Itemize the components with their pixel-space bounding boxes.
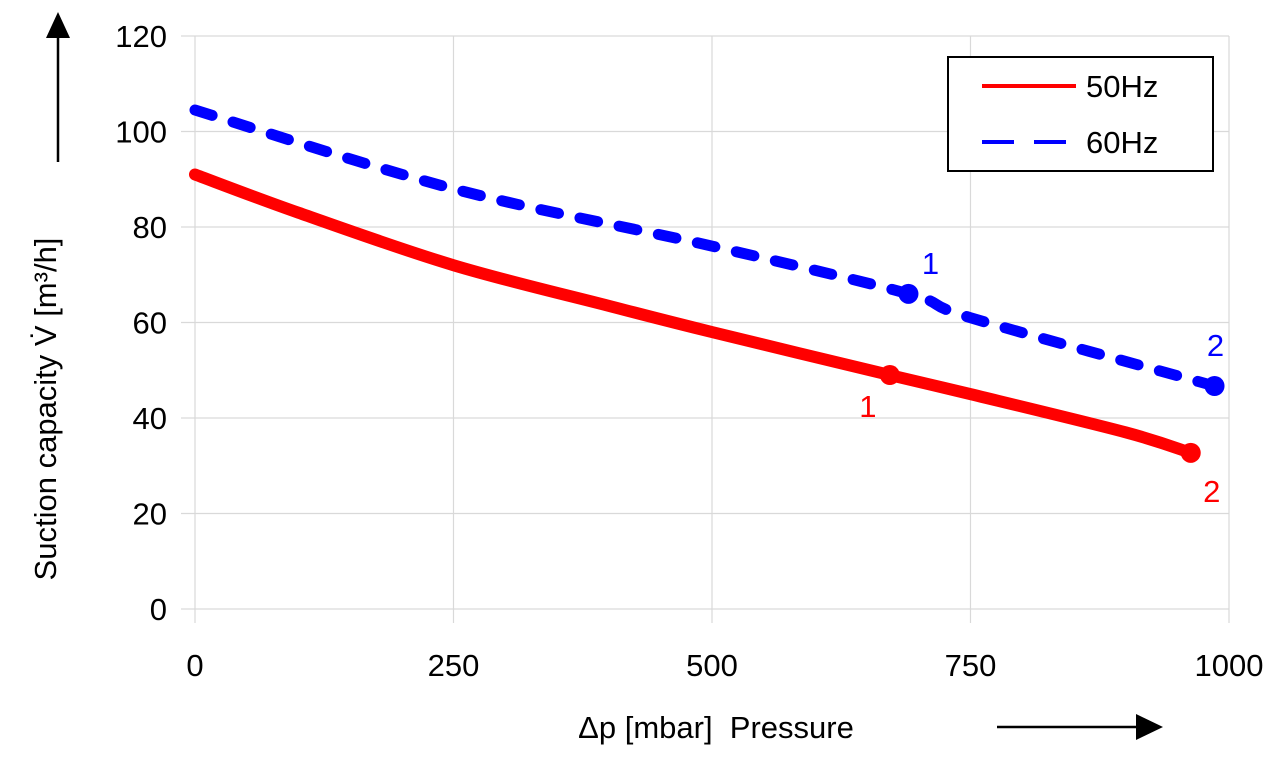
x-axis-arrow-icon [997, 714, 1163, 740]
y-tick-label: 60 [133, 306, 167, 341]
data-point-50hz-1 [879, 365, 900, 386]
x-tick-label: 500 [686, 648, 738, 683]
series [189, 104, 1221, 459]
y-tick-label: 100 [115, 115, 167, 150]
legend-label-50hz: 50Hz [1086, 69, 1158, 104]
y-tick-label: 80 [133, 210, 167, 245]
x-tick-label: 250 [428, 648, 480, 683]
legend: 50Hz 60Hz [947, 56, 1214, 172]
y-tick-label: 120 [115, 19, 167, 54]
markers: 1 2 1 2 [859, 246, 1225, 509]
y-axis-label: Suction capacity V̇ [m³/h] [28, 238, 63, 581]
data-point-50hz-2 [1180, 442, 1201, 463]
data-point-label: 2 [1207, 328, 1224, 363]
x-tick-label: 1000 [1195, 648, 1264, 683]
data-point-60hz-1 [898, 283, 919, 304]
series-line-60hz [189, 104, 1221, 392]
legend-item-50hz: 50Hz [982, 69, 1158, 104]
x-tick-label: 750 [945, 648, 997, 683]
y-tick-label: 20 [133, 497, 167, 532]
x-axis-label: Δp [mbar] Pressure [578, 710, 854, 745]
legend-box [947, 56, 1214, 172]
y-tick-label: 40 [133, 401, 167, 436]
series-line-50hz [189, 168, 1197, 459]
y-axis-arrow-icon [46, 12, 70, 162]
legend-label-60hz: 60Hz [1086, 125, 1158, 160]
data-point-label: 1 [922, 246, 939, 281]
data-point-60hz-2 [1204, 376, 1225, 397]
data-point-label: 2 [1203, 474, 1220, 509]
x-tick-label: 0 [186, 648, 203, 683]
data-point-label: 1 [859, 389, 876, 424]
tick-labels: 0 20 40 60 80 100 120 0 250 500 750 1000 [115, 19, 1263, 683]
y-tick-label: 0 [150, 592, 167, 627]
legend-item-60hz: 60Hz [982, 125, 1158, 160]
